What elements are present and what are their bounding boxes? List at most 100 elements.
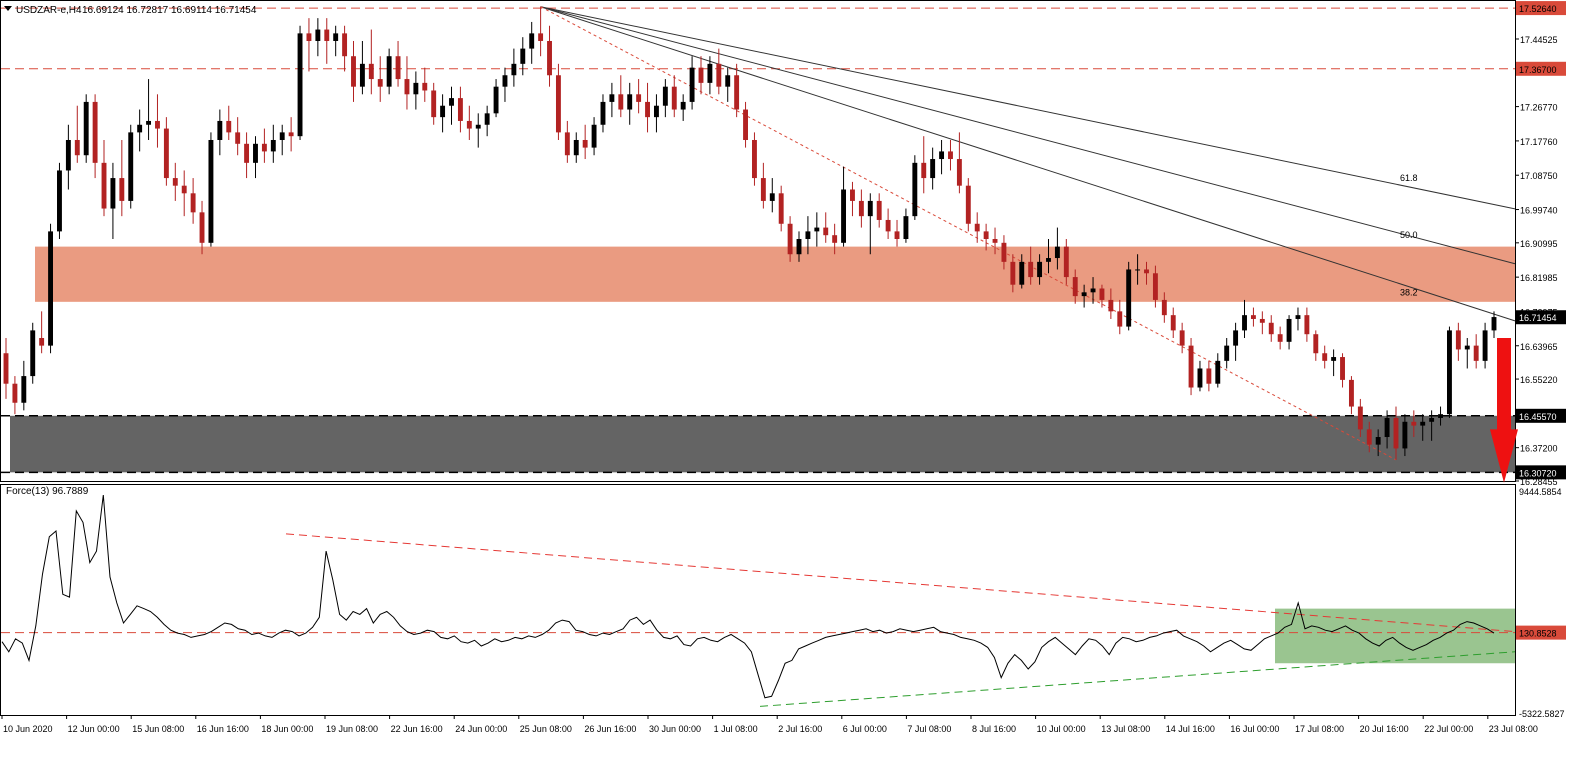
candle-body-bull bbox=[1046, 258, 1051, 262]
candle-body-bull bbox=[1491, 317, 1497, 331]
candle-body-bull bbox=[689, 67, 695, 102]
candle-body-bull bbox=[475, 124, 481, 129]
candle bbox=[1001, 235, 1007, 270]
candle-body-bear bbox=[377, 79, 383, 87]
candle-body-bear bbox=[199, 212, 205, 243]
candle bbox=[359, 40, 365, 95]
time-tick-label: 23 Jul 08:00 bbox=[1489, 724, 1538, 734]
candle-body-bull bbox=[65, 139, 71, 171]
candle-body-bear bbox=[1357, 406, 1363, 430]
candle bbox=[1393, 406, 1399, 460]
candle-body-bull bbox=[386, 56, 392, 87]
candle-body-bear bbox=[894, 231, 900, 240]
candle bbox=[752, 132, 757, 186]
candle-body-bear bbox=[547, 40, 552, 76]
level-price-badge-text: 16.45570 bbox=[1519, 412, 1557, 422]
candle-body-bear bbox=[850, 189, 855, 201]
candle bbox=[760, 162, 766, 209]
candle-body-bear bbox=[306, 33, 312, 41]
candle-body-bear bbox=[787, 223, 793, 255]
price-tick-label: 16.55220 bbox=[1520, 375, 1558, 385]
candle-body-bull bbox=[627, 94, 633, 110]
candle-body-bull bbox=[137, 124, 143, 133]
candle-body-bull bbox=[867, 200, 873, 217]
red-down-arrow-icon bbox=[1490, 338, 1518, 483]
candle bbox=[653, 94, 659, 133]
candle bbox=[1473, 334, 1479, 369]
candle bbox=[948, 139, 953, 171]
candle-body-bull bbox=[83, 101, 89, 156]
candle bbox=[181, 170, 187, 217]
candle bbox=[1313, 330, 1319, 361]
candle-body-bear bbox=[1072, 277, 1078, 297]
candle bbox=[965, 178, 971, 232]
candle-body-bear bbox=[163, 128, 169, 179]
symbol-header: USDZAR-e,H4 bbox=[16, 5, 82, 16]
candle bbox=[876, 193, 882, 228]
candle bbox=[1028, 246, 1034, 285]
candle-body-bear bbox=[965, 185, 971, 224]
candle bbox=[155, 94, 160, 148]
candle bbox=[1411, 410, 1417, 438]
candle-body-bear bbox=[921, 162, 927, 179]
candle bbox=[867, 193, 873, 255]
candle-body-bull bbox=[1384, 417, 1390, 438]
candle-body-bull bbox=[814, 227, 820, 232]
candle bbox=[841, 166, 847, 247]
candle-body-bear bbox=[431, 90, 437, 118]
time-tick-label: 16 Jun 16:00 bbox=[197, 724, 249, 734]
candle-body-bear bbox=[734, 75, 740, 110]
candle bbox=[1259, 311, 1265, 335]
candle bbox=[1152, 265, 1158, 308]
candle bbox=[992, 227, 998, 255]
fib-fan-label-2: 38.2 bbox=[1400, 287, 1418, 297]
candle bbox=[645, 82, 650, 133]
candle-body-bear bbox=[226, 120, 232, 133]
candle-body-bull bbox=[841, 189, 847, 243]
candle-body-bear bbox=[1170, 315, 1176, 331]
candle bbox=[92, 94, 98, 179]
candle bbox=[3, 338, 9, 399]
collapse-triangle-icon[interactable] bbox=[4, 6, 12, 11]
candle-body-bull bbox=[653, 105, 659, 118]
candle-body-bull bbox=[297, 33, 303, 137]
candle-body-bull bbox=[1242, 315, 1247, 331]
candle bbox=[190, 178, 196, 224]
candle-body-bull bbox=[1429, 417, 1435, 422]
candle bbox=[1455, 322, 1461, 361]
candle-body-bear bbox=[956, 159, 962, 186]
candle-body-bear bbox=[235, 132, 241, 144]
candle-body-bear bbox=[324, 29, 330, 41]
candle-body-bear bbox=[181, 185, 187, 194]
price-tick-label: 17.17760 bbox=[1520, 137, 1558, 147]
candle-body-bull bbox=[315, 29, 321, 41]
time-tick-label: 20 Jul 16:00 bbox=[1360, 724, 1409, 734]
candle bbox=[912, 155, 918, 220]
current-price-badge-text: 16.71454 bbox=[1519, 313, 1557, 323]
candle bbox=[413, 71, 419, 110]
candle bbox=[1446, 326, 1452, 418]
level-price-badge-text: 17.52640 bbox=[1519, 4, 1557, 14]
candle-body-bull bbox=[21, 376, 27, 403]
candle-body-bear bbox=[119, 178, 125, 201]
candle-body-bear bbox=[743, 109, 748, 140]
candle bbox=[1126, 261, 1132, 331]
candle bbox=[12, 376, 18, 415]
price-tick-label: 16.81985 bbox=[1520, 273, 1558, 283]
candle bbox=[395, 40, 401, 87]
candle-body-bull bbox=[110, 178, 116, 209]
candle bbox=[1402, 414, 1408, 457]
candle-body-bull bbox=[440, 105, 446, 118]
candle-body-bull bbox=[1126, 269, 1132, 327]
candle-body-bear bbox=[1099, 288, 1105, 300]
candle-body-bull bbox=[609, 94, 615, 102]
candle bbox=[609, 82, 615, 118]
candle bbox=[484, 105, 490, 137]
candle-body-bull bbox=[333, 33, 339, 41]
candle bbox=[1464, 338, 1470, 369]
candle bbox=[1366, 421, 1372, 453]
candle-body-bull bbox=[493, 86, 499, 114]
candle bbox=[502, 67, 508, 102]
level-price-badge-text: 17.36700 bbox=[1519, 65, 1557, 75]
